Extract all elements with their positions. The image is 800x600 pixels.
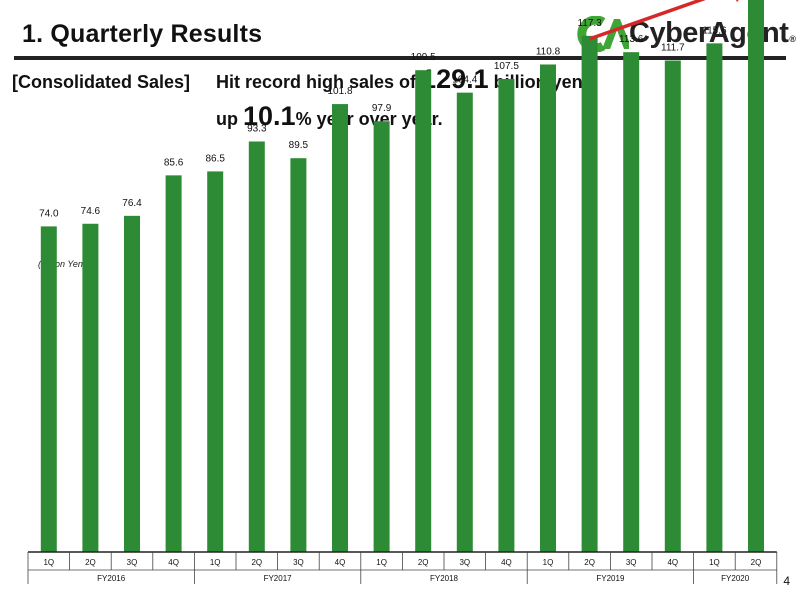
bar-8 <box>332 104 348 552</box>
x-tick-label-17: 1Q <box>709 558 720 567</box>
x-tick-label-6: 2Q <box>251 558 262 567</box>
page-title: 1. Quarterly Results <box>22 20 263 48</box>
bar-3 <box>124 215 140 552</box>
value-label-14: 117.3 <box>577 18 602 29</box>
x-tick-label-13: 1Q <box>543 558 554 567</box>
headline-label: [Consolidated Sales] <box>12 72 191 92</box>
x-tick-label-11: 3Q <box>459 558 470 567</box>
bar-4 <box>165 175 182 553</box>
bar-17 <box>706 43 723 553</box>
value-label-11: 104.4 <box>452 75 477 86</box>
bar-18 <box>748 0 764 552</box>
value-label-12: 107.5 <box>494 61 519 72</box>
headline-1-text-a: Hit record high sales of <box>216 72 422 92</box>
bar-13 <box>540 64 556 552</box>
x-tick-label-1: 1Q <box>43 558 54 567</box>
value-label-4: 85.6 <box>164 157 184 168</box>
value-label-2: 74.6 <box>81 206 101 217</box>
x-tick-label-8: 4Q <box>335 558 346 567</box>
bar-9 <box>373 121 390 553</box>
unit-label: (Billion Yen) <box>38 259 86 269</box>
x-tick-label-7: 3Q <box>293 558 304 567</box>
x-tick-label-3: 3Q <box>127 558 138 567</box>
growth-arrow <box>589 0 759 41</box>
value-label-10: 109.5 <box>411 52 436 63</box>
bar-6 <box>248 141 265 553</box>
x-tick-label-16: 4Q <box>667 558 678 567</box>
headline-2-text-a: up <box>216 109 243 129</box>
value-label-13: 110.8 <box>536 46 561 57</box>
fy-label-fy2017: FY2017 <box>264 574 293 583</box>
x-tick-label-4: 4Q <box>168 558 179 567</box>
x-tick-label-12: 4Q <box>501 558 512 567</box>
x-tick-label-9: 1Q <box>376 558 387 567</box>
fy-label-fy2018: FY2018 <box>430 574 459 583</box>
bar-7 <box>290 158 307 552</box>
bar-12 <box>498 79 515 552</box>
value-label-5: 86.5 <box>205 153 225 164</box>
x-tick-label-10: 2Q <box>418 558 429 567</box>
fy-label-fy2019: FY2019 <box>596 574 625 583</box>
value-label-8: 101.8 <box>327 86 352 97</box>
x-tick-label-5: 1Q <box>210 558 221 567</box>
fy-label-fy2016: FY2016 <box>97 574 126 583</box>
value-label-1: 74.0 <box>39 208 59 219</box>
value-label-7: 89.5 <box>289 140 309 151</box>
value-label-16: 111.7 <box>661 43 685 54</box>
x-tick-label-15: 3Q <box>626 558 637 567</box>
value-label-17: 115.6 <box>702 25 727 36</box>
page-number: 4 <box>783 574 790 588</box>
headline-2-value: 10.1 <box>243 101 296 131</box>
value-label-3: 76.4 <box>122 198 142 209</box>
fy-label-fy2020: FY2020 <box>721 574 750 583</box>
headline-line-1: Hit record high sales of 129.1 billion y… <box>216 64 588 95</box>
bar-5 <box>207 171 224 552</box>
x-tick-label-18: 2Q <box>751 558 762 567</box>
bar-16 <box>664 60 681 553</box>
headline-1-value: 129.1 <box>421 64 489 94</box>
value-label-6: 93.3 <box>247 123 267 134</box>
bar-14 <box>581 35 598 552</box>
bar-2 <box>82 223 99 552</box>
bar-1 <box>40 226 57 552</box>
bar-11 <box>456 92 473 552</box>
x-tick-label-14: 2Q <box>584 558 595 567</box>
logo-reg-mark: ® <box>789 34 796 44</box>
x-tick-label-2: 2Q <box>85 558 96 567</box>
bar-15 <box>623 52 640 552</box>
value-label-9: 97.9 <box>372 103 392 114</box>
bar-10 <box>415 70 432 552</box>
value-label-15: 113.6 <box>619 34 644 45</box>
title-divider <box>14 56 786 60</box>
